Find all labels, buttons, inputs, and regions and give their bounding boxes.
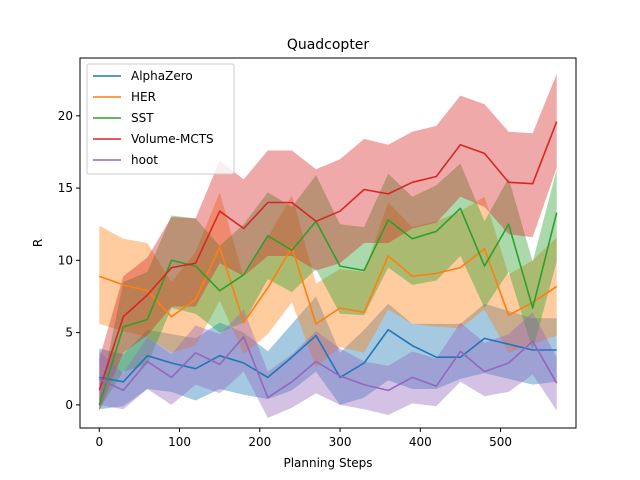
y-tick-label: 15	[58, 181, 73, 195]
y-tick-label: 5	[65, 326, 73, 340]
legend-label-her: HER	[131, 90, 156, 104]
band-alphazero	[99, 296, 557, 410]
line-her	[99, 246, 558, 325]
line-volume-mcts	[98, 121, 558, 391]
series-lines	[98, 121, 558, 406]
y-tick-label: 10	[58, 253, 73, 267]
x-tick-label: 500	[489, 435, 512, 449]
line-sst	[98, 207, 558, 406]
legend-label-hoot: hoot	[131, 153, 158, 167]
band-hoot	[99, 309, 557, 418]
y-tick-label: 0	[65, 398, 73, 412]
legend-label-alphazero: AlphaZero	[131, 69, 193, 83]
x-axis-label: Planning Steps	[283, 456, 372, 470]
legend: AlphaZero HER SST Volume-MCTS hoot	[86, 63, 235, 175]
y-tick-label: 20	[58, 109, 73, 123]
legend-box	[86, 63, 235, 175]
x-tick-label: 0	[95, 435, 103, 449]
y-axis-ticks: 0 5 10 15 20	[58, 109, 80, 412]
x-axis-ticks: 0 100 200 300 400 500	[95, 428, 512, 449]
line-alphazero	[99, 328, 557, 383]
x-tick-label: 100	[168, 435, 191, 449]
legend-label-volume-mcts: Volume-MCTS	[131, 132, 214, 146]
x-tick-label: 200	[248, 435, 271, 449]
y-axis-label: R	[31, 239, 45, 247]
x-tick-label: 300	[329, 435, 352, 449]
chart-title: Quadcopter	[287, 37, 370, 53]
x-tick-label: 400	[409, 435, 432, 449]
band-her	[99, 192, 557, 368]
plot-frame	[79, 57, 577, 429]
line-hoot	[98, 336, 558, 399]
legend-label-sst: SST	[131, 111, 154, 125]
